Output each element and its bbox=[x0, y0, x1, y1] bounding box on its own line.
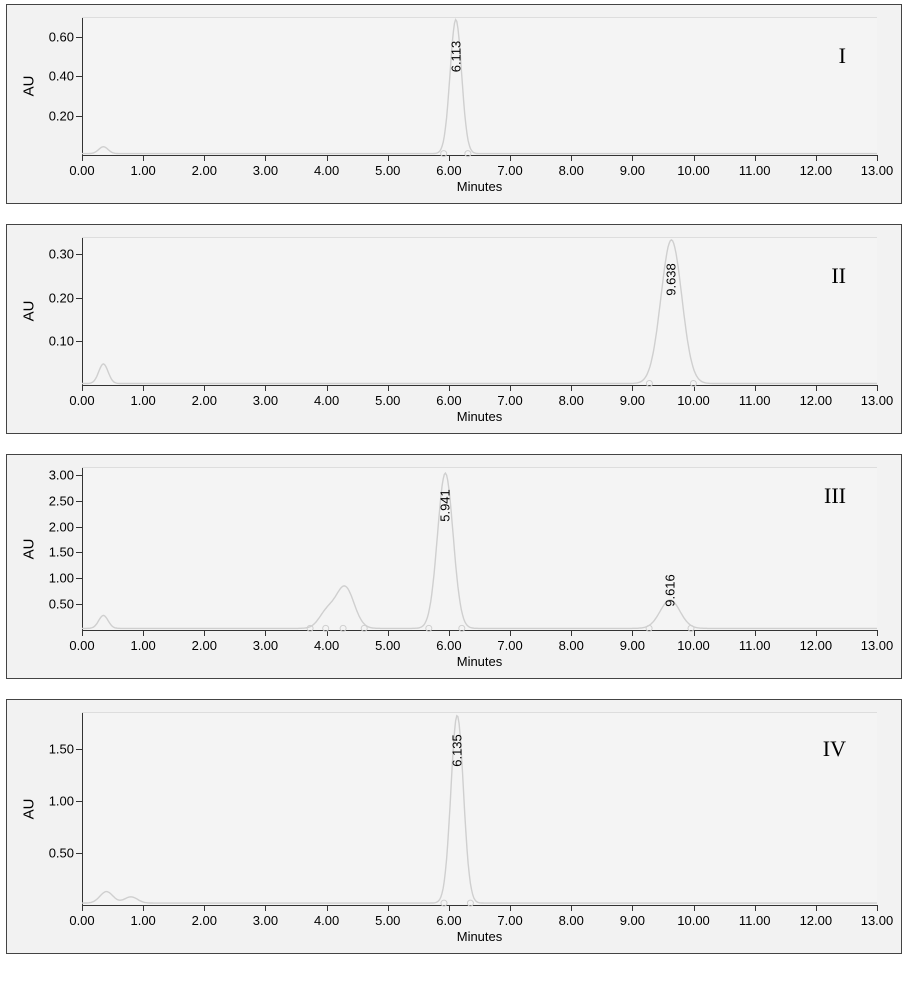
x-axis-label: Minutes bbox=[457, 654, 503, 669]
x-tick-label: 13.00 bbox=[861, 913, 894, 928]
x-tick-label: 12.00 bbox=[800, 163, 833, 178]
x-tick-label: 8.00 bbox=[559, 913, 584, 928]
x-tick-label: 5.00 bbox=[375, 163, 400, 178]
x-tick-label: 0.00 bbox=[69, 638, 94, 653]
x-tick-label: 1.00 bbox=[130, 393, 155, 408]
x-axis-label: Minutes bbox=[457, 179, 503, 194]
x-tick-label: 1.00 bbox=[130, 638, 155, 653]
x-tick-label: 0.00 bbox=[69, 393, 94, 408]
x-tick-label: 4.00 bbox=[314, 163, 339, 178]
x-tick-label: 8.00 bbox=[559, 638, 584, 653]
x-tick-label: 11.00 bbox=[739, 638, 771, 653]
x-tick-label: 5.00 bbox=[375, 393, 400, 408]
panel-IV: 0.00 1.00 2.00 3.00 4.00 5.00 6.00 7.00 8.00 9.00… bbox=[6, 699, 902, 954]
x-tick-label: 12.00 bbox=[800, 913, 833, 928]
x-tick-label: 11.00 bbox=[739, 393, 771, 408]
peak-rt-label: 5.941 bbox=[438, 489, 453, 522]
x-tick-label: 13.00 bbox=[861, 163, 894, 178]
x-tick-label: 12.00 bbox=[800, 638, 833, 653]
x-tick-label: 10.00 bbox=[677, 393, 710, 408]
x-tick-label: 12.00 bbox=[800, 393, 833, 408]
x-tick-label: 3.00 bbox=[253, 638, 278, 653]
x-tick-label: 9.00 bbox=[620, 163, 645, 178]
x-tick-label: 10.00 bbox=[677, 163, 710, 178]
x-tick-label: 8.00 bbox=[559, 393, 584, 408]
x-tick-label: 5.00 bbox=[375, 638, 400, 653]
x-tick-label: 13.00 bbox=[861, 638, 894, 653]
x-tick-label: 1.00 bbox=[130, 913, 155, 928]
x-tick-label: 4.00 bbox=[314, 393, 339, 408]
x-tick-label: 2.00 bbox=[192, 913, 217, 928]
x-tick-label: 4.00 bbox=[314, 638, 339, 653]
x-tick-label: 11.00 bbox=[739, 913, 771, 928]
x-tick-label: 10.00 bbox=[677, 638, 710, 653]
chromatogram-trace bbox=[7, 455, 879, 632]
x-axis-label: Minutes bbox=[457, 409, 503, 424]
x-tick-label: 7.00 bbox=[497, 638, 522, 653]
x-tick-label: 7.00 bbox=[497, 393, 522, 408]
x-tick-label: 2.00 bbox=[192, 393, 217, 408]
x-tick-label: 7.00 bbox=[497, 913, 522, 928]
x-tick-label: 13.00 bbox=[861, 393, 894, 408]
peak-rt-label: 9.638 bbox=[664, 263, 679, 296]
peak-rt-label: 6.113 bbox=[448, 40, 463, 72]
x-tick-label: 0.00 bbox=[69, 163, 94, 178]
x-tick-label: 5.00 bbox=[375, 913, 400, 928]
x-tick-label: 9.00 bbox=[620, 638, 645, 653]
x-tick-label: 11.00 bbox=[739, 163, 771, 178]
x-tick-label: 6.00 bbox=[436, 163, 461, 178]
x-tick-label: 9.00 bbox=[620, 913, 645, 928]
x-tick-label: 0.00 bbox=[69, 913, 94, 928]
chromatogram-figure: 0.00 1.00 2.00 3.00 4.00 5.00 6.00 7.00 8.00 9.00… bbox=[0, 0, 908, 978]
x-tick-label: 8.00 bbox=[559, 163, 584, 178]
panel-I: 0.00 1.00 2.00 3.00 4.00 5.00 6.00 7.00 8.00 9.00… bbox=[6, 4, 902, 204]
x-tick-label: 3.00 bbox=[253, 393, 278, 408]
x-tick-label: 3.00 bbox=[253, 163, 278, 178]
x-tick-label: 6.00 bbox=[436, 638, 461, 653]
peak-rt-label: 9.616 bbox=[663, 575, 678, 608]
chromatogram-trace bbox=[7, 5, 879, 157]
x-tick-label: 9.00 bbox=[620, 393, 645, 408]
x-tick-label: 2.00 bbox=[192, 163, 217, 178]
x-tick-label: 7.00 bbox=[497, 163, 522, 178]
x-axis-label: Minutes bbox=[457, 929, 503, 944]
x-tick-label: 2.00 bbox=[192, 638, 217, 653]
x-tick-label: 3.00 bbox=[253, 913, 278, 928]
chromatogram-trace bbox=[7, 225, 879, 387]
x-tick-label: 10.00 bbox=[677, 913, 710, 928]
panel-III: 0.00 1.00 2.00 3.00 4.00 5.00 6.00 7.00 8.00 9.00… bbox=[6, 454, 902, 679]
x-tick-label: 4.00 bbox=[314, 913, 339, 928]
peak-rt-label: 6.135 bbox=[450, 735, 465, 768]
x-tick-label: 6.00 bbox=[436, 393, 461, 408]
chromatogram-trace bbox=[7, 700, 879, 907]
panel-II: 0.00 1.00 2.00 3.00 4.00 5.00 6.00 7.00 8.00 9.00… bbox=[6, 224, 902, 434]
x-tick-label: 1.00 bbox=[130, 163, 155, 178]
x-tick-label: 6.00 bbox=[436, 913, 461, 928]
